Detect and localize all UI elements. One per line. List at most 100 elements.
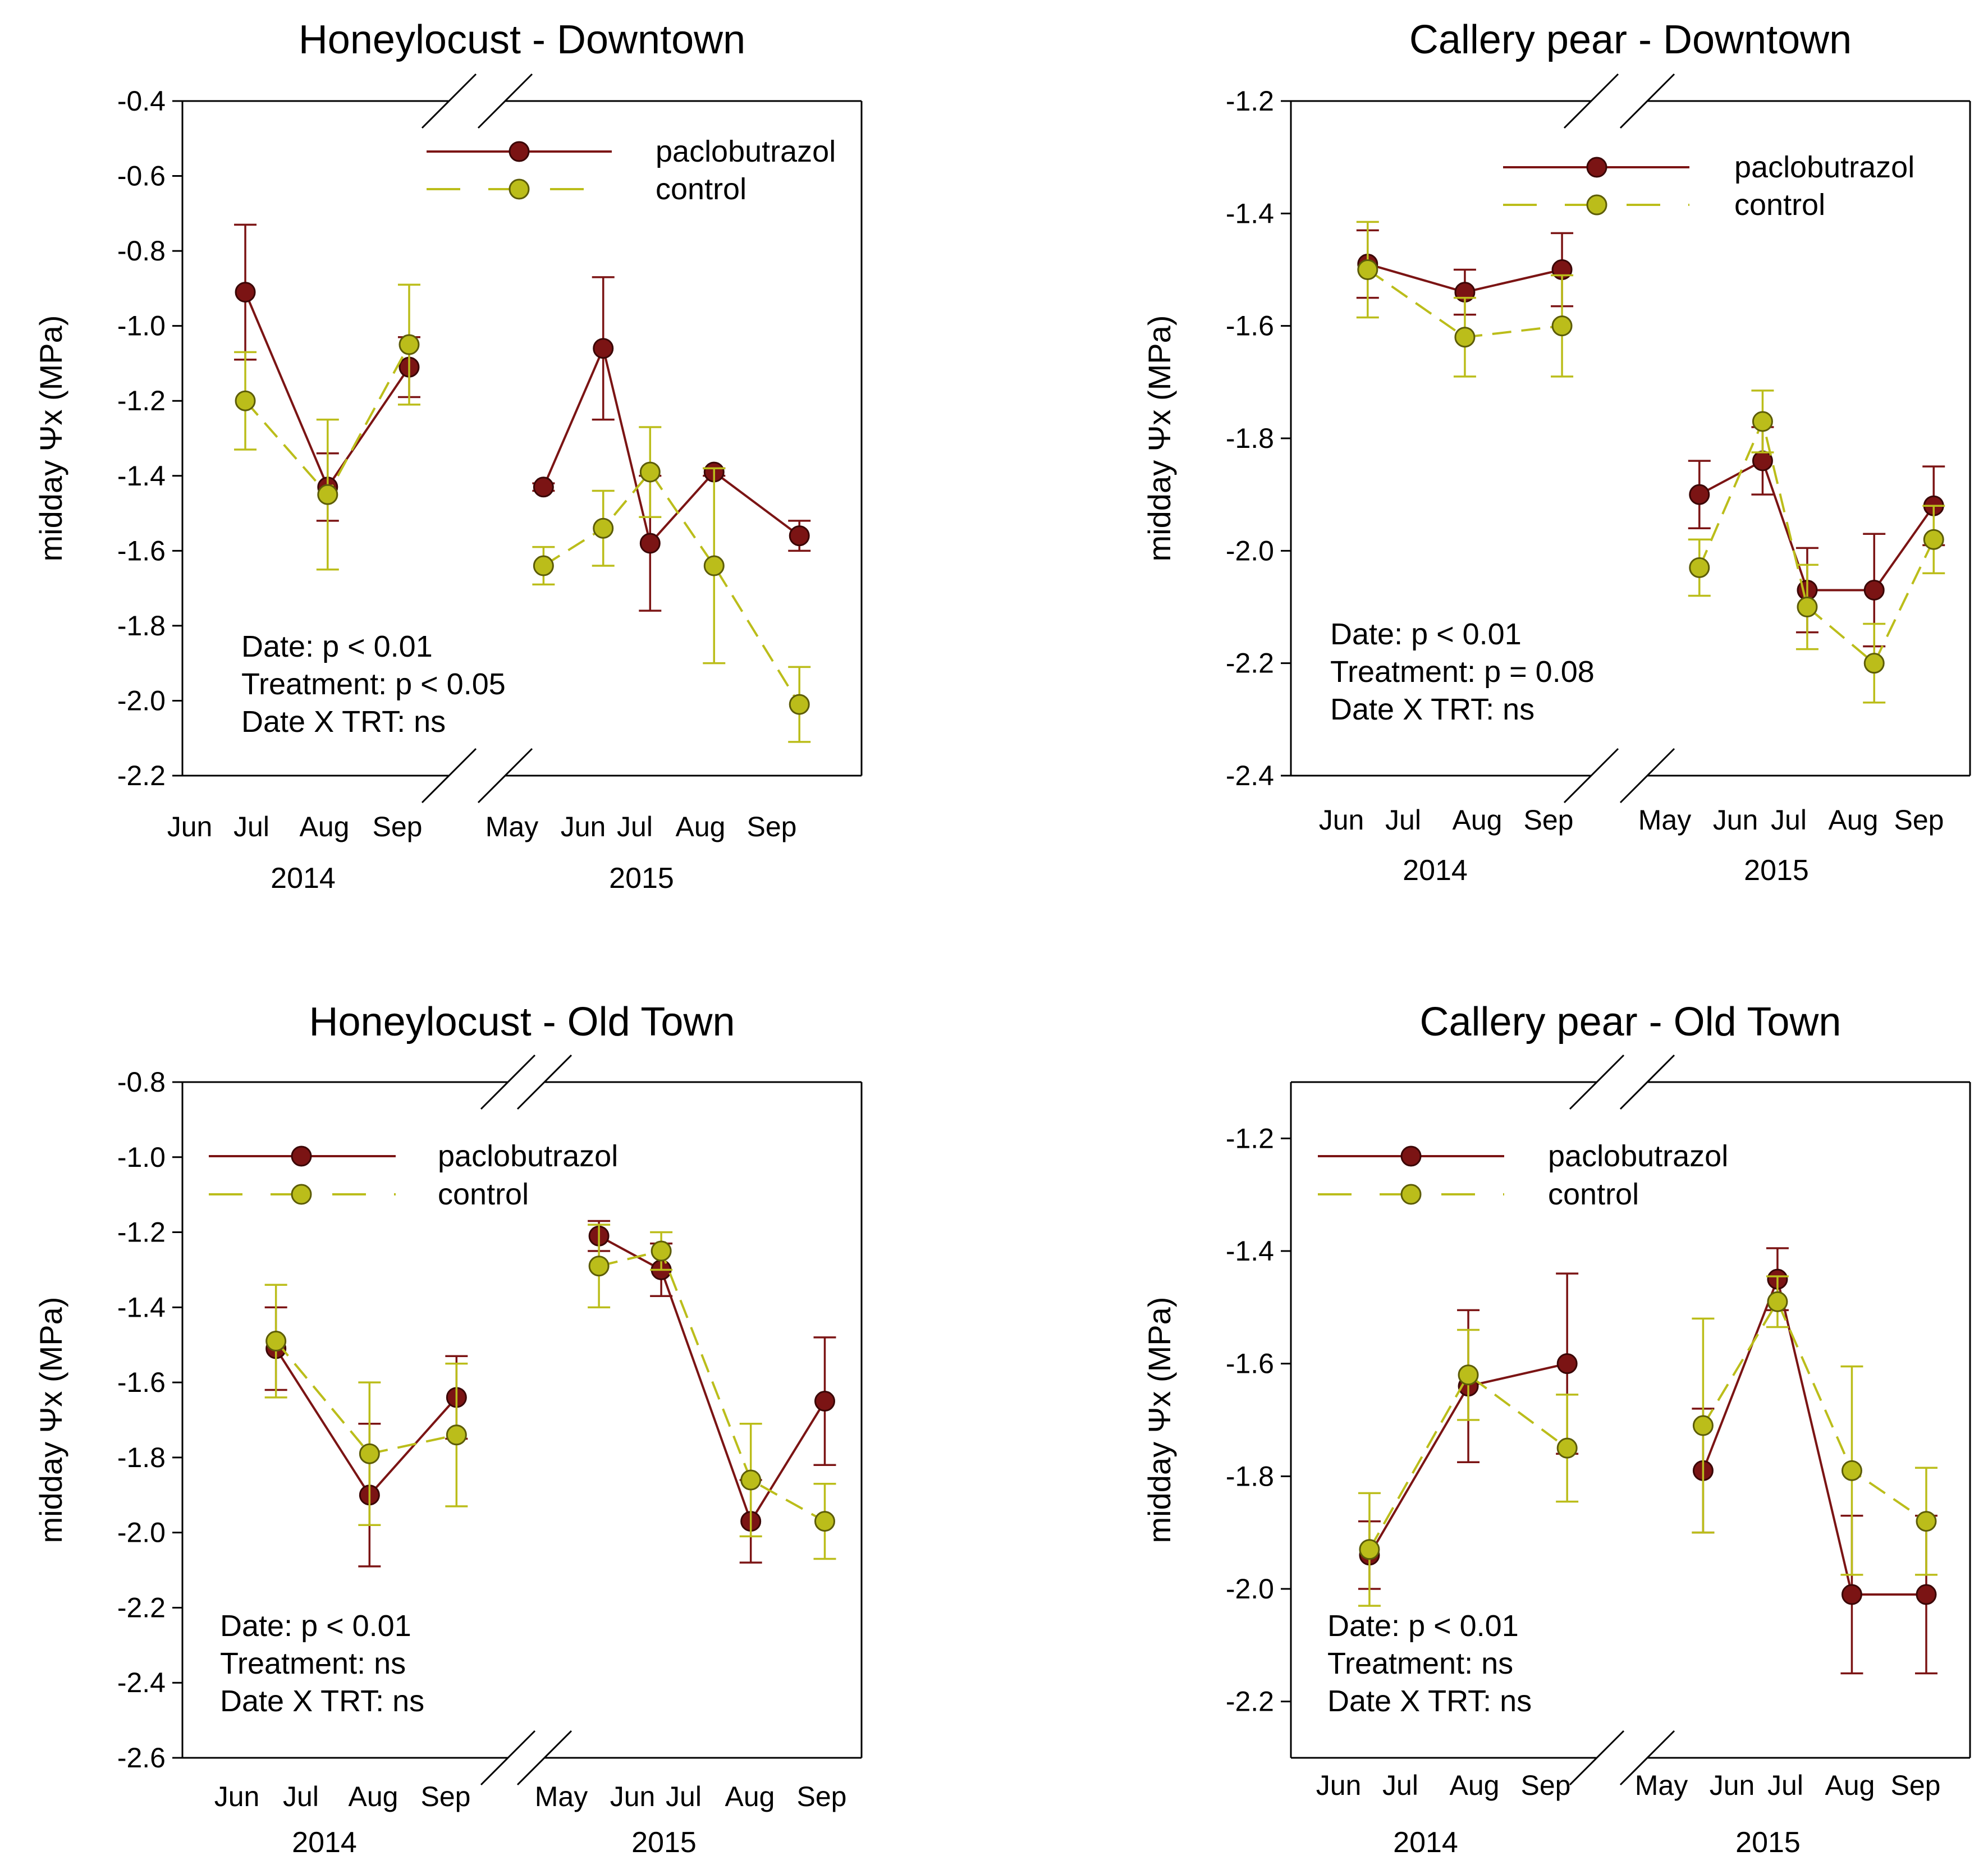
data-point: [1689, 484, 1710, 505]
axis-break-bottom: [1563, 748, 1619, 804]
axis-break-top: [1619, 73, 1675, 129]
data-point: [593, 338, 614, 359]
data-point: [789, 525, 810, 547]
data-point: [359, 1443, 380, 1464]
data-point: [593, 517, 614, 539]
x-tick-label-2015: May: [1635, 1770, 1688, 1801]
stats-annotation: Treatment: p < 0.05: [241, 667, 506, 701]
legend-label-control: control: [1734, 188, 1825, 222]
x-tick-label-2015: Aug: [1829, 804, 1879, 836]
y-tick-label: -1.8: [117, 610, 166, 642]
chart-title: Honeylocust - Old Town: [309, 1000, 735, 1044]
data-point: [1767, 1291, 1788, 1312]
legend-label-control: control: [438, 1177, 529, 1211]
data-point: [533, 476, 554, 498]
series-control: [234, 283, 811, 743]
legend-label-paclobutrazol: paclobutrazol: [438, 1139, 618, 1173]
y-axis-label: midday Ψx (MPa): [33, 315, 68, 562]
axis-break-bottom: [1619, 1730, 1675, 1786]
x-tick-label-2014: Aug: [349, 1781, 398, 1812]
data-point: [1458, 1364, 1479, 1386]
x-tick-label-2015: Jun: [610, 1781, 656, 1812]
axis-break-bottom: [1569, 1730, 1625, 1786]
x-tick-label-2014: Aug: [300, 811, 350, 842]
x-tick-label-2015: Jul: [1771, 804, 1807, 836]
axis-break-top: [421, 73, 477, 129]
x-tick-label-2014: Jun: [167, 811, 213, 842]
y-axis-label: midday Ψx (MPa): [33, 1297, 68, 1543]
legend-marker: [1586, 194, 1607, 216]
series-control: [1358, 1275, 1937, 1607]
y-tick-label: -2.6: [117, 1742, 166, 1774]
stats-annotation: Date X TRT: ns: [1330, 693, 1534, 726]
stats-annotation: Treatment: p = 0.08: [1330, 655, 1595, 689]
x-tick-label-2014: Aug: [1450, 1770, 1500, 1801]
y-tick-label: -1.4: [1226, 198, 1274, 229]
legend-marker: [1400, 1184, 1422, 1205]
x-tick-label-2015: Aug: [676, 811, 726, 842]
axis-break-top: [480, 1054, 536, 1110]
y-axis-label: midday Ψx (MPa): [1142, 1297, 1177, 1543]
series-line: [543, 470, 800, 705]
year-label-2015: 2015: [631, 1826, 697, 1859]
year-label-2014: 2014: [1403, 854, 1468, 887]
x-tick-label-2014: Jul: [283, 1781, 319, 1812]
y-tick-label: -0.8: [117, 1066, 166, 1098]
data-point: [639, 533, 661, 554]
x-tick-label-2015: Sep: [797, 1781, 847, 1812]
x-tick-label-2014: Sep: [373, 811, 423, 842]
data-point: [1556, 1353, 1578, 1374]
y-tick-label: -1.0: [117, 310, 166, 342]
data-point: [703, 555, 725, 576]
y-tick-label: -2.0: [1226, 1573, 1274, 1605]
y-tick-label: -1.8: [1226, 423, 1274, 454]
chart-title: Honeylocust - Downtown: [299, 17, 745, 62]
chart-title: Callery pear - Old Town: [1420, 1000, 1842, 1044]
series-control: [264, 1224, 836, 1560]
year-label-2014: 2014: [271, 862, 336, 895]
legend-label-control: control: [656, 172, 746, 206]
data-point: [1556, 1437, 1578, 1459]
data-point: [1551, 315, 1573, 337]
data-point: [1841, 1584, 1862, 1605]
y-tick-label: -0.8: [117, 235, 166, 267]
x-tick-label-2014: Jul: [233, 811, 269, 842]
legend-marker: [1586, 157, 1607, 178]
legend: paclobutrazol control: [427, 135, 836, 206]
series-line: [1702, 1299, 1927, 1523]
year-label-2014: 2014: [292, 1826, 357, 1859]
year-label-2014: 2014: [1393, 1826, 1458, 1859]
y-tick-label: -1.6: [117, 1367, 166, 1398]
y-tick-label: -0.4: [117, 85, 166, 117]
stats-annotation: Treatment: ns: [220, 1647, 406, 1680]
y-tick-label: -1.2: [1226, 1122, 1274, 1154]
x-tick-label-2015: Jul: [617, 811, 653, 842]
y-tick-label: -1.4: [117, 460, 166, 492]
axis-break-top: [1569, 1054, 1625, 1110]
x-tick-label-2015: May: [1638, 804, 1691, 836]
chart-honeylocust-old-town: Honeylocust - Old Town -0.8 -1.0 -1.2 -1.4 -1…: [33, 1000, 863, 1859]
data-point: [639, 461, 661, 483]
x-tick-label-2014: Jun: [1316, 1770, 1362, 1801]
stats-annotation: Date X TRT: ns: [241, 705, 446, 739]
axis-break-bottom: [477, 748, 533, 804]
data-point: [651, 1240, 672, 1262]
y-tick-label: -2.4: [1226, 760, 1274, 791]
x-tick-label-2014: Jul: [1382, 1770, 1418, 1801]
series-line: [598, 1235, 826, 1524]
y-tick-label: -2.4: [117, 1667, 166, 1698]
x-tick-label-2015: Sep: [1894, 804, 1944, 836]
axis-break-top: [516, 1054, 572, 1110]
series-line: [1702, 1275, 1926, 1596]
axis-break-bottom: [480, 1730, 536, 1786]
data-point: [1359, 1539, 1380, 1560]
year-label-2015: 2015: [609, 862, 674, 895]
y-tick-label: -2.2: [117, 1592, 166, 1623]
data-point: [1841, 1460, 1862, 1481]
data-point: [1752, 450, 1773, 471]
series-control: [1356, 221, 1945, 704]
legend: paclobutrazol control: [209, 1139, 618, 1211]
data-point: [1863, 579, 1885, 601]
stats-annotation: Date X TRT: ns: [1327, 1684, 1532, 1718]
legend-label-paclobutrazol: paclobutrazol: [656, 135, 836, 168]
